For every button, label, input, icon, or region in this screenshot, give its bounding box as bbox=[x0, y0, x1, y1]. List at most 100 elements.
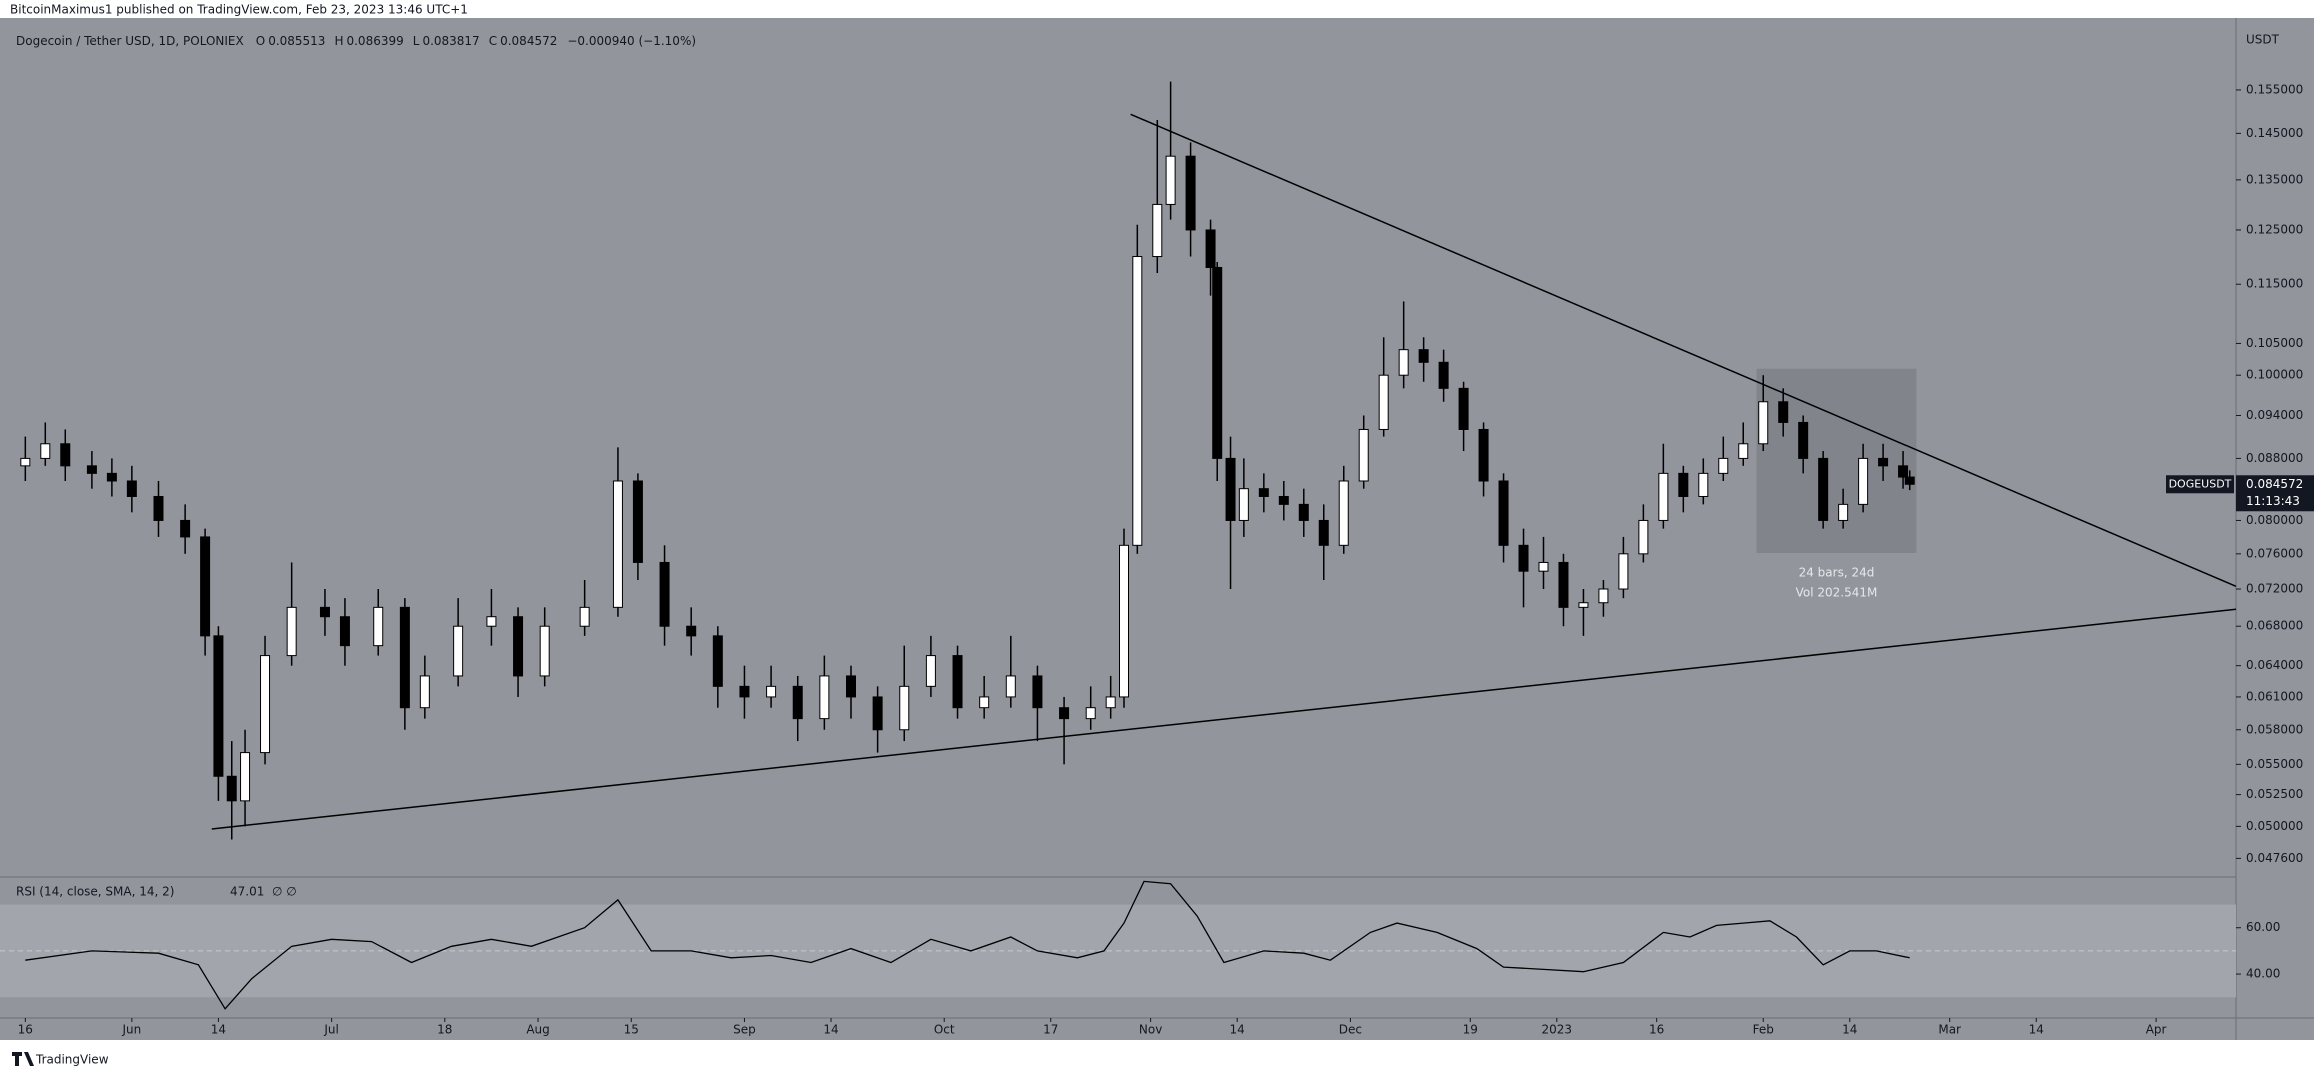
candle-body bbox=[1458, 387, 1469, 430]
x-tick-label: 2023 bbox=[1542, 1023, 1573, 1037]
candle-body bbox=[1758, 401, 1769, 445]
price-tag-countdown: 11:13:43 bbox=[2246, 494, 2300, 508]
candle-body bbox=[686, 625, 697, 637]
candle-body bbox=[659, 561, 670, 627]
x-tick-label: 17 bbox=[1043, 1023, 1058, 1037]
candle-body bbox=[486, 616, 497, 627]
price-tag-symbol: DOGEUSDT bbox=[2169, 477, 2232, 490]
ohlc: O 0.085513 H 0.086399 L 0.083817 C 0.084572 bbox=[256, 34, 564, 48]
y-tick-label: 0.076000 bbox=[2246, 546, 2303, 560]
candle-body bbox=[1898, 465, 1909, 478]
x-tick-label: 14 bbox=[823, 1023, 838, 1037]
candle-body bbox=[1558, 561, 1569, 608]
x-tick-label: 14 bbox=[1230, 1023, 1245, 1037]
tv-logo bbox=[12, 1052, 34, 1066]
candle-body bbox=[200, 536, 211, 637]
y-tick-label: 0.145000 bbox=[2246, 126, 2303, 140]
candle-body bbox=[453, 625, 464, 677]
candle-body bbox=[925, 655, 936, 687]
x-tick-label: 14 bbox=[2029, 1023, 2044, 1037]
measure-label: 24 bars, 24d bbox=[1799, 565, 1875, 579]
x-tick-label: 15 bbox=[624, 1023, 639, 1037]
candle-body bbox=[419, 675, 430, 709]
ohlc-label: O bbox=[255, 34, 266, 48]
candle-body bbox=[40, 443, 51, 459]
x-tick-label: Sep bbox=[733, 1023, 756, 1037]
candle-body bbox=[1698, 472, 1709, 497]
candle-body bbox=[1085, 707, 1096, 720]
candle-body bbox=[766, 685, 777, 698]
y-tick-label: 0.072000 bbox=[2246, 582, 2303, 596]
y-tick-label: 0.094000 bbox=[2246, 408, 2303, 422]
y-tick-label: 0.080000 bbox=[2246, 513, 2303, 527]
trendline bbox=[211, 608, 2237, 830]
y-tick-label: 0.105000 bbox=[2246, 336, 2303, 350]
candle-body bbox=[1738, 443, 1749, 459]
candle-body bbox=[1185, 155, 1196, 231]
candle-body bbox=[286, 606, 297, 657]
trendline bbox=[1130, 113, 2237, 588]
candle-body bbox=[845, 675, 856, 698]
y-axis-label: USDT bbox=[2246, 33, 2280, 47]
candle-body bbox=[1798, 421, 1809, 459]
candle-body bbox=[240, 752, 251, 802]
candle-body bbox=[739, 685, 750, 698]
candle-body bbox=[1618, 553, 1629, 590]
candle-body bbox=[579, 606, 590, 627]
rsi-tick-label: 60.00 bbox=[2246, 920, 2280, 934]
y-tick-label: 0.061000 bbox=[2246, 689, 2303, 703]
candle-body bbox=[1838, 503, 1849, 521]
candle-body bbox=[1378, 374, 1389, 430]
candle-body bbox=[1818, 457, 1829, 521]
y-tick-label: 0.055000 bbox=[2246, 757, 2303, 771]
candle-body bbox=[1858, 457, 1869, 505]
rsi-last: 47.01 bbox=[230, 885, 264, 899]
symbol: Dogecoin / Tether USD, 1D, POLONIEX bbox=[16, 34, 244, 48]
candle-body bbox=[106, 472, 117, 482]
x-tick-label: Aug bbox=[526, 1023, 549, 1037]
ohlc-value: 0.085513 bbox=[268, 34, 326, 48]
candle-body bbox=[612, 480, 623, 608]
candle-body bbox=[1105, 696, 1116, 709]
candle-body bbox=[1212, 266, 1223, 459]
candle-body bbox=[319, 606, 330, 618]
candle-body bbox=[1778, 401, 1789, 423]
x-tick-label: Nov bbox=[1139, 1023, 1162, 1037]
x-tick-label: Feb bbox=[1753, 1023, 1774, 1037]
candle-body bbox=[1005, 675, 1016, 698]
candle-body bbox=[1238, 488, 1249, 521]
candle-body bbox=[1165, 155, 1176, 205]
candle-body bbox=[1225, 457, 1236, 521]
header-bar bbox=[0, 0, 2314, 18]
candle-body bbox=[539, 625, 550, 677]
candle-body bbox=[373, 606, 384, 647]
x-tick-label: 16 bbox=[1649, 1023, 1664, 1037]
rsi-tick-label: 40.00 bbox=[2246, 967, 2280, 981]
candle-body bbox=[1278, 495, 1289, 505]
ohlc-label: C bbox=[488, 34, 498, 48]
candle-body bbox=[126, 480, 137, 497]
y-tick-label: 0.135000 bbox=[2246, 172, 2303, 186]
candle-body bbox=[153, 495, 164, 521]
y-tick-label: 0.115000 bbox=[2246, 277, 2303, 291]
x-tick-label: Dec bbox=[1339, 1023, 1362, 1037]
y-tick-label: 0.100000 bbox=[2246, 368, 2303, 382]
ohlc-value: 0.084572 bbox=[500, 34, 558, 48]
candle-body bbox=[872, 696, 883, 731]
y-tick-label: 0.058000 bbox=[2246, 722, 2303, 736]
candle-body bbox=[899, 685, 910, 731]
x-tick-label: 14 bbox=[211, 1023, 226, 1037]
candle-body bbox=[86, 465, 97, 474]
candle-body bbox=[1258, 488, 1269, 497]
footer-bar bbox=[0, 1040, 2314, 1079]
publisher: BitcoinMaximus1 published on TradingView… bbox=[10, 3, 468, 17]
candle-body bbox=[1398, 349, 1409, 376]
x-tick-label: Jul bbox=[323, 1023, 338, 1037]
candle-body bbox=[1318, 519, 1329, 546]
candle-body bbox=[1338, 480, 1349, 546]
candle-body bbox=[1119, 544, 1129, 698]
candle-body bbox=[1438, 361, 1449, 389]
candle-body bbox=[60, 443, 71, 467]
